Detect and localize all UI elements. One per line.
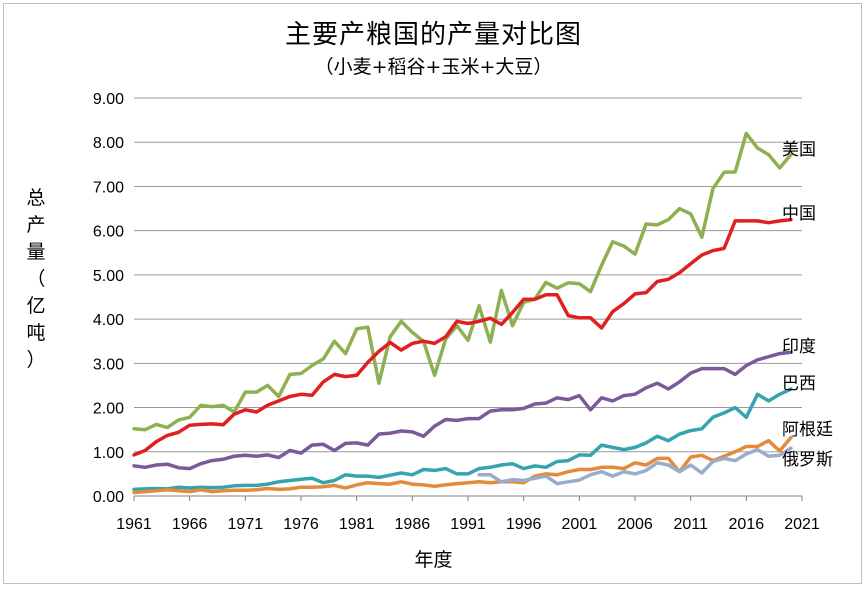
series-label: 美国 — [782, 140, 816, 160]
x-tick-label: 2006 — [617, 516, 653, 533]
x-tick-label: 1991 — [450, 516, 486, 533]
y-tick-label: 1.00 — [93, 445, 124, 462]
x-tick-label: 1981 — [339, 516, 375, 533]
series-label: 印度 — [782, 337, 816, 357]
series-line-巴西 — [132, 387, 793, 492]
series-label: 阿根廷 — [782, 420, 833, 440]
x-tick-label: 1966 — [172, 516, 208, 533]
y-axis-label: 总产量（亿吨） — [26, 187, 46, 371]
series-line-美国 — [132, 131, 793, 432]
y-tick-label: 2.00 — [93, 401, 124, 418]
series-line-俄罗斯 — [477, 446, 793, 486]
y-tick-label: 5.00 — [93, 268, 124, 285]
y-tick-label: 9.00 — [93, 91, 124, 108]
chart-subtitle: （小麦+稻谷+玉米+大豆） — [314, 56, 553, 78]
x-tick-label: 1976 — [283, 516, 319, 533]
x-tick-label: 2011 — [673, 516, 708, 533]
x-tick-label: 2001 — [562, 516, 598, 533]
y-tick-label: 0.00 — [93, 489, 124, 506]
series-label: 中国 — [782, 204, 816, 224]
x-tick-label: 2016 — [729, 516, 765, 533]
x-tick-label: 1996 — [506, 516, 542, 533]
series-label: 俄罗斯 — [782, 450, 833, 470]
x-axis-label: 年度 — [414, 549, 453, 571]
y-tick-label: 7.00 — [93, 179, 124, 196]
series-label: 巴西 — [782, 374, 816, 394]
y-tick-label: 4.00 — [93, 312, 124, 329]
y-tick-label: 6.00 — [93, 224, 124, 241]
x-tick-label: 2021 — [784, 516, 820, 533]
chart-title: 主要产粮国的产量对比图 — [284, 20, 582, 50]
x-tick-label: 1971 — [228, 516, 264, 533]
y-tick-label: 3.00 — [93, 356, 124, 373]
x-tick-label: 1961 — [116, 516, 152, 533]
series-line-中国 — [132, 217, 793, 457]
x-tick-label: 1986 — [395, 516, 431, 533]
y-tick-label: 8.00 — [93, 135, 124, 152]
series-line-印度 — [132, 350, 793, 471]
